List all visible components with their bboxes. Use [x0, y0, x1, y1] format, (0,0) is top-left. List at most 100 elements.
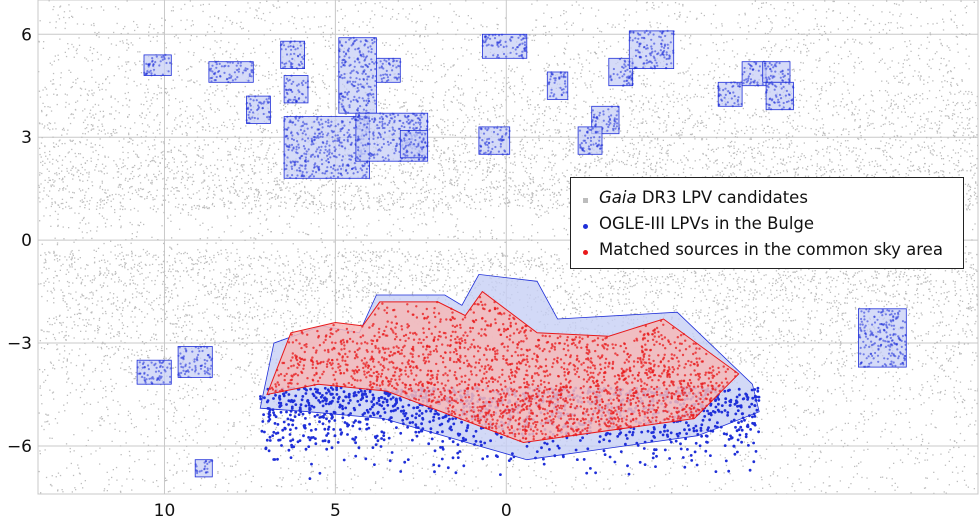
- gaia-point: [420, 99, 422, 101]
- gaia-point: [544, 98, 546, 100]
- gaia-point: [566, 291, 568, 293]
- gaia-point: [928, 59, 931, 61]
- gaia-point: [872, 122, 874, 125]
- gaia-point: [373, 167, 375, 169]
- gaia-point: [874, 71, 877, 73]
- gaia-point: [799, 365, 801, 367]
- gaia-point: [575, 308, 577, 310]
- gaia-point: [72, 253, 74, 255]
- gaia-point: [871, 415, 874, 417]
- gaia-point: [258, 340, 260, 342]
- gaia-point: [793, 155, 795, 157]
- gaia-point: [59, 6, 61, 8]
- gaia-point: [197, 154, 199, 156]
- gaia-point: [729, 357, 732, 359]
- gaia-point: [453, 184, 455, 187]
- gaia-point: [330, 275, 332, 277]
- gaia-point: [117, 348, 119, 350]
- gaia-point: [554, 55, 556, 57]
- gaia-point: [625, 293, 627, 295]
- gaia-point: [272, 62, 274, 64]
- gaia-point: [905, 125, 907, 127]
- gaia-point: [238, 311, 240, 313]
- gaia-point: [510, 239, 512, 241]
- gaia-point: [118, 335, 120, 337]
- gaia-point: [760, 152, 762, 154]
- gaia-point: [935, 171, 938, 173]
- gaia-point: [222, 307, 224, 309]
- gaia-point: [749, 117, 751, 119]
- gaia-point: [948, 323, 950, 326]
- gaia-point: [509, 202, 511, 204]
- gaia-point: [487, 119, 489, 121]
- gaia-point: [870, 36, 872, 38]
- gaia-point: [369, 18, 372, 20]
- gaia-point: [911, 306, 913, 308]
- gaia-point: [124, 25, 126, 28]
- gaia-point: [639, 312, 642, 314]
- gaia-point: [204, 430, 206, 433]
- gaia-point: [811, 82, 814, 84]
- gaia-point: [843, 383, 845, 385]
- gaia-point: [164, 283, 166, 286]
- gaia-point: [263, 34, 265, 36]
- gaia-point: [103, 490, 105, 492]
- gaia-point: [300, 106, 302, 108]
- gaia-point: [122, 309, 124, 311]
- gaia-point: [117, 300, 119, 302]
- gaia-point: [454, 167, 456, 169]
- gaia-point: [386, 458, 389, 460]
- gaia-point: [457, 145, 459, 148]
- gaia-point: [530, 178, 532, 181]
- gaia-point: [133, 20, 135, 23]
- gaia-point: [864, 377, 866, 379]
- gaia-point: [595, 315, 597, 317]
- gaia-point: [341, 278, 343, 281]
- gaia-point: [597, 159, 599, 162]
- gaia-point: [352, 23, 354, 25]
- gaia-point: [784, 26, 786, 28]
- gaia-point: [229, 202, 231, 204]
- gaia-point: [603, 137, 605, 140]
- gaia-point: [153, 93, 155, 95]
- gaia-point: [645, 132, 647, 134]
- gaia-point: [199, 344, 201, 346]
- gaia-point: [272, 289, 274, 291]
- gaia-point: [758, 150, 760, 152]
- gaia-point: [524, 135, 526, 138]
- gaia-point: [747, 347, 749, 349]
- gaia-point: [337, 255, 339, 258]
- gaia-point: [528, 465, 530, 467]
- gaia-point: [242, 91, 244, 93]
- gaia-point: [844, 422, 846, 425]
- gaia-point: [678, 93, 680, 95]
- gaia-point: [137, 210, 139, 212]
- gaia-point: [292, 437, 294, 439]
- gaia-point: [254, 382, 256, 384]
- gaia-point: [257, 315, 259, 317]
- gaia-point: [175, 34, 177, 36]
- gaia-point: [250, 284, 253, 286]
- gaia-point: [792, 319, 795, 322]
- gaia-point: [256, 14, 258, 17]
- gaia-point: [596, 101, 599, 104]
- gaia-point: [389, 168, 391, 170]
- gaia-point: [337, 190, 340, 192]
- gaia-point: [262, 137, 264, 139]
- gaia-point: [139, 265, 141, 267]
- gaia-point: [547, 271, 549, 274]
- gaia-point: [239, 313, 241, 315]
- gaia-point: [527, 37, 529, 39]
- gaia-point: [602, 287, 604, 289]
- gaia-point: [839, 145, 842, 147]
- gaia-point: [853, 439, 855, 442]
- gaia-point: [133, 354, 136, 356]
- gaia-point: [311, 470, 313, 473]
- gaia-point: [244, 345, 246, 347]
- gaia-point: [543, 194, 545, 196]
- gaia-point: [688, 85, 690, 87]
- gaia-point: [114, 132, 116, 134]
- gaia-point: [791, 69, 793, 71]
- gaia-point: [157, 32, 159, 34]
- gaia-point: [443, 174, 445, 177]
